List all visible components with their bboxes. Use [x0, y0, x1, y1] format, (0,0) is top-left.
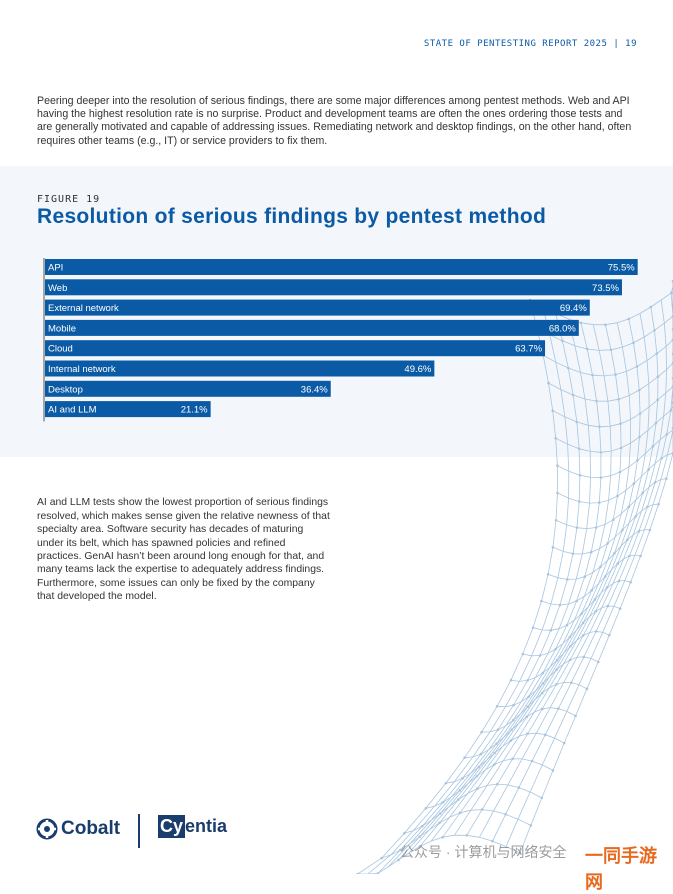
cyentia-wordmark: entia	[185, 816, 228, 836]
watermark-site: 一同手游网	[585, 846, 657, 892]
cyentia-mark: Cy	[158, 815, 186, 838]
value-label-2: 69.4%	[560, 303, 587, 314]
bar-1	[45, 279, 622, 296]
value-label-6: 36.4%	[301, 384, 328, 395]
cobalt-wordmark: Cobalt	[61, 818, 121, 839]
value-label-0: 75.5%	[608, 263, 635, 274]
page-header: STATE OF PENTESTING REPORT 2025 | 19	[423, 39, 637, 49]
value-label-5: 49.6%	[404, 364, 431, 375]
category-label-7: AI and LLM	[48, 405, 97, 416]
category-label-6: Desktop	[48, 384, 83, 395]
value-label-1: 73.5%	[592, 283, 619, 294]
category-label-0: API	[48, 263, 63, 274]
category-label-3: Mobile	[48, 323, 76, 334]
category-label-5: Internal network	[48, 364, 116, 375]
logo-divider	[138, 814, 140, 848]
bar-6	[45, 380, 331, 397]
body-paragraph: AI and LLM tests show the lowest proport…	[37, 497, 330, 603]
category-label-2: External network	[48, 303, 119, 314]
bar-3	[45, 319, 579, 336]
watermark-text: 公众号 · 计算机与网络安全	[400, 844, 567, 860]
logo-cyentia: Cy entia	[158, 815, 228, 838]
cobalt-icon	[36, 818, 58, 840]
bar-2	[45, 299, 590, 316]
bar-0	[45, 259, 638, 275]
category-label-1: Web	[48, 283, 67, 294]
bar-chart: API 75.5% Web 73.5% External network 69.4% Mob…	[43, 258, 638, 422]
bar-4	[45, 340, 546, 357]
value-label-4: 63.7%	[515, 344, 542, 355]
logo-cobalt: Cobalt	[36, 818, 120, 840]
figure-title: Resolution of serious findings by pentes…	[37, 205, 547, 228]
value-label-7: 21.1%	[181, 405, 208, 416]
bar-7	[45, 401, 211, 418]
intro-paragraph: Peering deeper into the resolution of se…	[37, 94, 632, 147]
bar-5	[45, 360, 435, 377]
figure-label: FIGURE 19	[37, 194, 101, 205]
category-label-4: Cloud	[48, 344, 73, 355]
value-label-3: 68.0%	[549, 323, 576, 334]
